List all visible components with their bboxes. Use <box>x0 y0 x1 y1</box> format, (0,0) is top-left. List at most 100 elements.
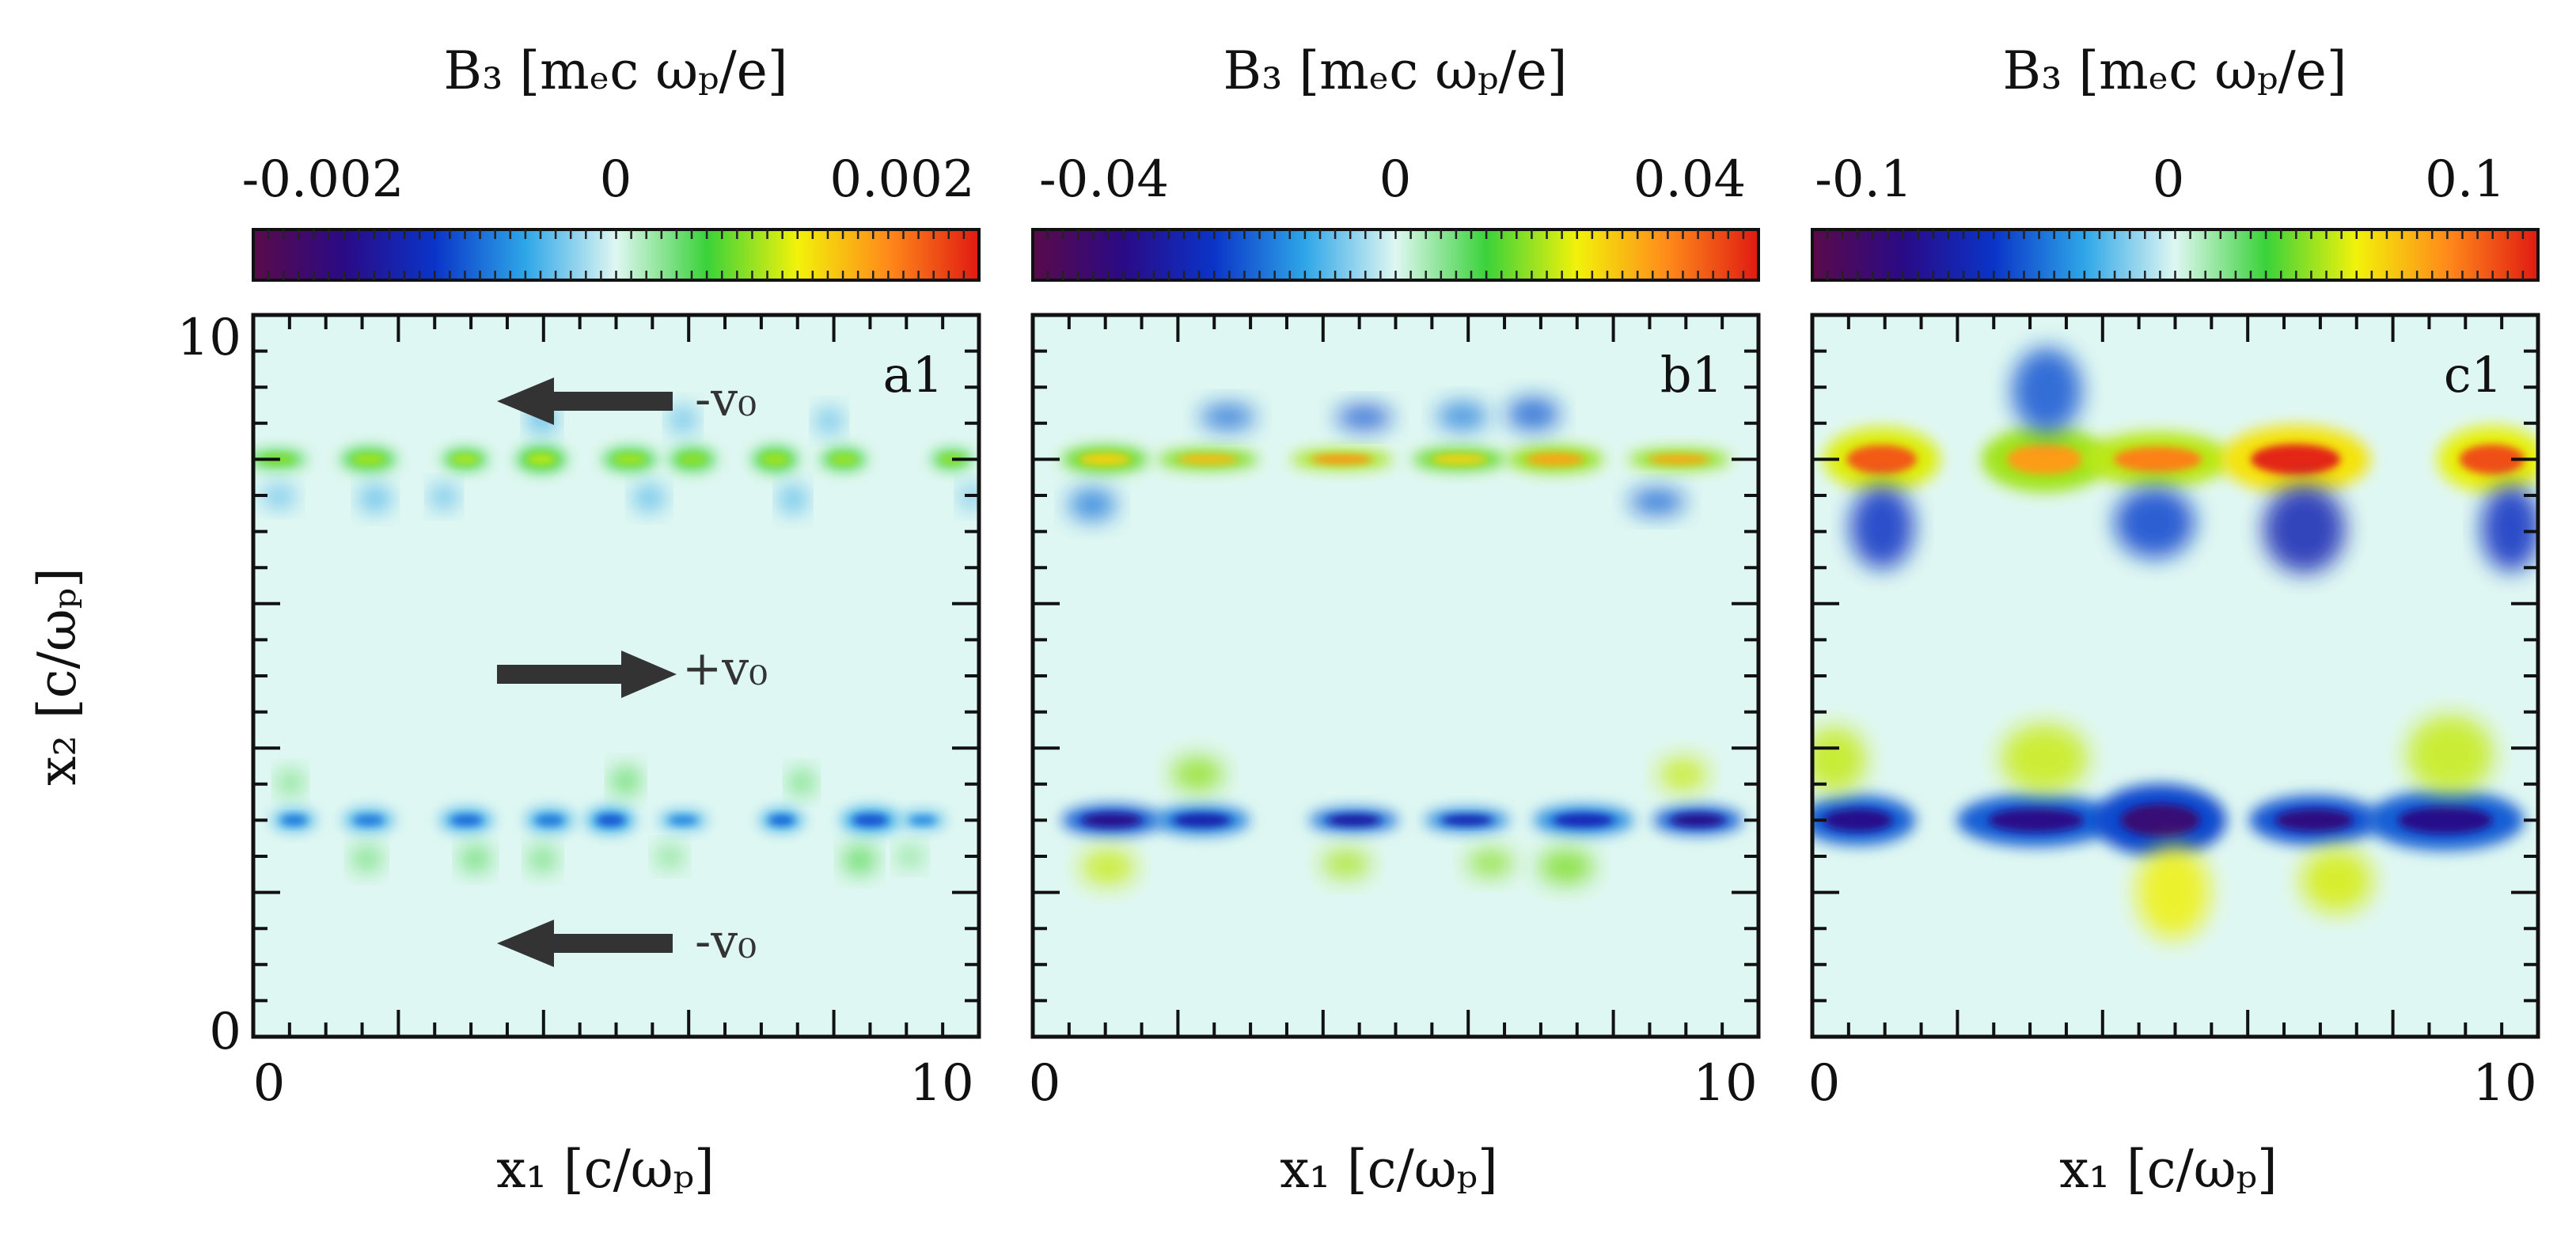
vortex-core <box>1173 814 1231 827</box>
colorbar-tick-c1-max: 0.1 <box>2425 150 2506 209</box>
side-lobe <box>1436 402 1489 430</box>
vortex-core <box>1326 814 1381 826</box>
colorbar-tick-c1-zero: 0 <box>2153 150 2185 209</box>
colorbar-ticklabels-a1: -0.002 0 0.002 <box>242 150 975 209</box>
vortex-core <box>1079 453 1132 466</box>
side-lobe <box>1812 727 1867 792</box>
side-lobe <box>2137 844 2210 939</box>
vortex-core <box>829 453 858 465</box>
side-lobe <box>844 846 876 874</box>
vortex-core <box>1823 809 1893 832</box>
vortex-core <box>1431 453 1488 465</box>
side-lobe <box>1321 849 1371 878</box>
vortex-core <box>852 814 889 826</box>
y-tick-bottom-a1: 0 <box>209 1003 241 1061</box>
arrow-middle-shape <box>497 651 677 698</box>
y-axis-label: x₂ [c/ωₚ] <box>27 567 88 786</box>
vortex-core <box>526 453 557 465</box>
colorbar-title-a1: B₃ [mₑc ωₚ/e] <box>443 40 787 101</box>
side-lobe <box>2263 484 2346 574</box>
vortex-core <box>280 815 308 825</box>
side-lobe <box>1467 849 1514 877</box>
vortex-core <box>451 454 479 465</box>
panel-label-a1: a1 <box>883 346 943 404</box>
arrow-top-left: -v₀ <box>497 372 757 427</box>
side-lobe <box>1629 489 1686 515</box>
vortex-core <box>1553 813 1614 827</box>
vortex-core <box>1311 454 1373 465</box>
side-lobe <box>1538 849 1594 885</box>
colorbar-minor-ticks-c1 <box>1826 230 2525 280</box>
side-lobe <box>2114 486 2195 559</box>
side-lobe <box>431 486 457 508</box>
side-lobe <box>1849 485 1914 569</box>
axis-ticks-a1 <box>252 313 981 1038</box>
side-lobe <box>1080 849 1136 886</box>
background-b1 <box>1033 315 1758 1037</box>
side-lobe <box>359 486 391 511</box>
colorbar-minor-ticks-b1 <box>1046 230 1745 280</box>
side-lobe <box>2301 848 2373 913</box>
side-lobe <box>2407 715 2494 794</box>
vortex-core <box>2006 444 2084 475</box>
colorbar-tick-a1-zero: 0 <box>600 150 632 209</box>
side-lobe <box>1658 757 1708 791</box>
panel-a1: B₃ [mₑc ωₚ/e] -0.002 0 0.002 a1 -v₀ +v₀ … <box>177 40 981 1200</box>
vortex-core <box>1082 813 1142 828</box>
arrow-bottom-left: -v₀ <box>497 914 757 969</box>
vortex-core <box>2275 809 2354 832</box>
panel-label-b1: b1 <box>1660 346 1723 404</box>
side-lobe <box>780 485 806 513</box>
x-axis-label-a1: x₁ [c/ωₚ] <box>496 1139 715 1200</box>
arrow-bottom-label: -v₀ <box>695 914 757 969</box>
panel-c1: B₃ [mₑc ωₚ/e] -0.1 0 0.1 c1 0 10 x₁ [c/ω… <box>1808 40 2540 1200</box>
side-lobe <box>789 771 814 794</box>
colorbar-ticklabels-b1: -0.04 0 0.04 <box>1039 150 1746 209</box>
vortex-core <box>761 453 789 465</box>
vortex-core <box>1441 815 1493 825</box>
vortex-core <box>613 453 647 465</box>
vortex-core <box>2459 444 2525 475</box>
arrow-bottom-shape <box>497 920 673 967</box>
side-lobe <box>1171 757 1224 791</box>
colorbar-tick-b1-max: 0.04 <box>1633 150 1747 209</box>
side-lobe <box>262 486 296 507</box>
vortex-core <box>909 816 937 825</box>
y-tick-top-a1: 10 <box>177 309 241 367</box>
side-lobe <box>2001 723 2088 793</box>
heatmap-c1 <box>1812 315 2538 1037</box>
colorbar-title-b1: B₃ [mₑc ωₚ/e] <box>1223 40 1567 101</box>
vortex-core <box>1648 454 1710 465</box>
vortex-core <box>596 814 625 826</box>
x-tick-left-b1: 0 <box>1029 1054 1061 1113</box>
x-axis-label-c1: x₁ [c/ωₚ] <box>2059 1139 2278 1200</box>
heatmap-a1 <box>253 315 979 1037</box>
side-lobe <box>352 847 381 871</box>
colorbar-tick-b1-min: -0.04 <box>1039 150 1169 209</box>
side-lobe <box>816 409 842 433</box>
colorbar-tick-c1-min: -0.1 <box>1815 150 1912 209</box>
colorbar-tick-a1-min: -0.002 <box>242 150 404 209</box>
vortex-core <box>1178 454 1239 465</box>
side-lobe <box>2012 347 2082 434</box>
side-lobe <box>529 847 556 872</box>
side-lobe <box>656 847 684 867</box>
vortex-core <box>2251 444 2341 475</box>
side-lobe <box>2480 484 2538 571</box>
features-c1 <box>1812 347 2538 939</box>
arrow-top-shape <box>497 377 673 425</box>
vortex-core <box>668 815 698 825</box>
side-lobe <box>1506 397 1560 431</box>
colorbar-minor-ticks-a1 <box>267 230 966 280</box>
side-lobe <box>1068 488 1117 521</box>
side-lobe <box>1200 404 1256 430</box>
features-b1 <box>1033 397 1758 886</box>
side-lobe <box>634 486 665 510</box>
axis-ticks-b1 <box>1031 313 1760 1038</box>
side-lobe <box>612 768 639 794</box>
vortex-core <box>450 814 483 826</box>
vortex-core <box>535 814 564 826</box>
panel-b1: B₃ [mₑc ωₚ/e] -0.04 0 0.04 b1 0 10 x₁ [c… <box>1029 40 1761 1200</box>
vortex-core <box>2398 806 2493 834</box>
